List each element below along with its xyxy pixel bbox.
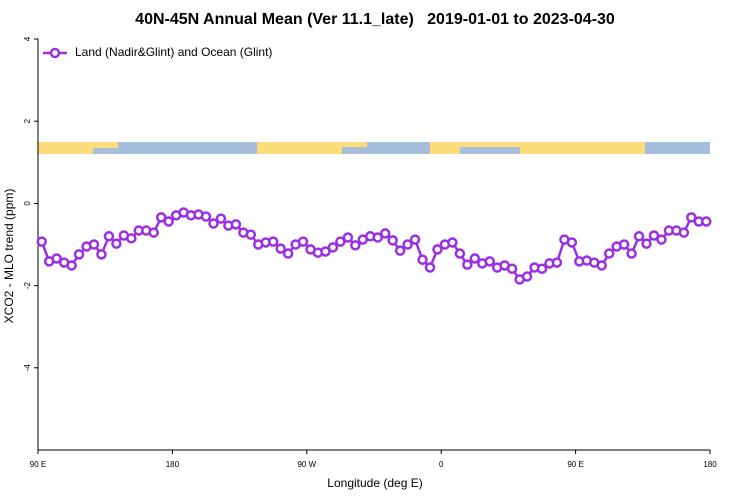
y-tick-label: 2 — [23, 118, 32, 123]
point — [372, 232, 383, 243]
point — [641, 238, 652, 249]
point — [148, 227, 159, 238]
point — [208, 218, 219, 229]
point — [350, 240, 361, 251]
x-tick-label: 180 — [166, 460, 180, 469]
point — [678, 227, 690, 238]
chart-title: 40N-45N Annual Mean (Ver 11.1_late) 2019… — [135, 11, 615, 28]
point — [51, 253, 62, 264]
x-tick-label: 90 E — [567, 460, 583, 469]
point — [484, 256, 495, 267]
point — [379, 228, 391, 239]
point — [648, 230, 660, 241]
legend-marker — [49, 47, 61, 59]
point — [320, 246, 331, 257]
point — [245, 229, 257, 240]
series-line — [40, 211, 707, 281]
point — [282, 248, 294, 259]
point — [394, 245, 406, 256]
x-tick-label: 90 W — [297, 460, 316, 469]
point — [66, 260, 77, 271]
point — [126, 233, 137, 244]
point — [342, 232, 354, 243]
point — [521, 271, 533, 282]
point — [387, 235, 398, 246]
point — [469, 253, 481, 264]
point — [36, 236, 47, 247]
point — [686, 212, 697, 223]
point — [96, 249, 107, 260]
point — [402, 239, 413, 250]
point — [656, 234, 667, 245]
point — [163, 216, 174, 227]
point — [327, 242, 339, 253]
point — [230, 219, 242, 230]
y-tick-label: 4 — [23, 36, 32, 41]
point — [566, 237, 578, 248]
point — [454, 248, 466, 259]
point — [536, 263, 548, 274]
x-tick-label: 0 — [439, 460, 444, 469]
legend-label: Land (Nadir&Glint) and Ocean (Glint) — [75, 45, 272, 59]
point — [335, 236, 346, 247]
point — [103, 231, 115, 242]
point — [701, 216, 712, 227]
point — [424, 262, 436, 273]
point — [215, 213, 227, 224]
point — [155, 212, 167, 223]
point — [506, 263, 518, 274]
y-axis-label: XCO2 - MLO trend (ppm) — [2, 189, 16, 324]
point — [417, 254, 428, 265]
point — [88, 239, 100, 250]
x-tick-label: 90 E — [30, 460, 46, 469]
x-axis-label: Longitude (deg E) — [327, 476, 422, 490]
point — [551, 257, 563, 268]
point — [432, 244, 443, 255]
point — [626, 248, 637, 259]
y-tick-label: 0 — [23, 201, 32, 206]
point — [633, 231, 645, 242]
point — [447, 237, 458, 248]
point — [200, 211, 212, 222]
y-tick-label: -4 — [23, 364, 32, 372]
point — [462, 259, 473, 270]
point — [275, 243, 286, 254]
point — [603, 248, 615, 259]
point — [297, 236, 309, 247]
point — [111, 238, 122, 249]
y-tick-label: -2 — [23, 281, 32, 289]
point — [267, 236, 279, 247]
point — [409, 234, 421, 245]
x-tick-label: 180 — [703, 460, 717, 469]
point — [73, 249, 85, 260]
point — [596, 260, 607, 271]
surface-strip — [38, 142, 710, 154]
point — [618, 239, 630, 250]
